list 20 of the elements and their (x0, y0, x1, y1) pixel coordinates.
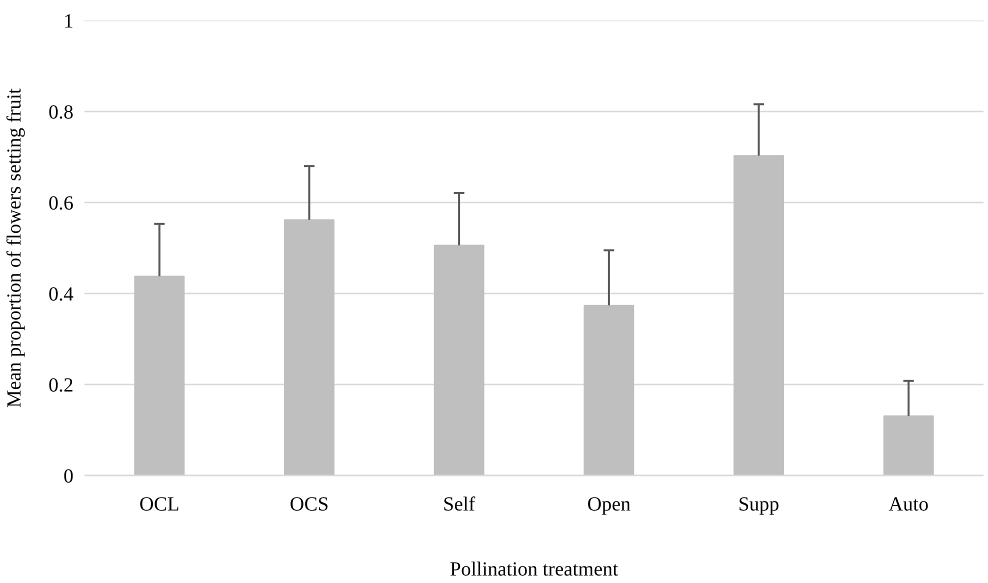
y-tick-label: 0.2 (48, 374, 74, 396)
bar (134, 276, 185, 476)
x-tick-label: OCL (139, 494, 180, 516)
x-tick-label: Self (442, 494, 476, 516)
y-tick-label: 0.8 (48, 102, 74, 124)
bar (434, 244, 484, 476)
bar (734, 155, 784, 476)
y-tick-label: 0.6 (48, 192, 74, 214)
bar (883, 415, 934, 476)
x-axis-title: Pollination treatment (450, 558, 619, 580)
x-tick-label: Auto (888, 494, 929, 516)
bar (284, 219, 334, 476)
bar (584, 304, 634, 476)
y-tick-label: 1 (64, 10, 74, 32)
x-tick-label: Open (587, 494, 631, 516)
x-tick-label: Supp (738, 494, 780, 516)
y-tick-label: 0.4 (48, 284, 74, 306)
y-tick-label: 0 (64, 466, 74, 488)
y-axis-title: Mean proportion of flowers setting fruit (4, 88, 26, 408)
x-tick-label: OCS (290, 494, 329, 516)
